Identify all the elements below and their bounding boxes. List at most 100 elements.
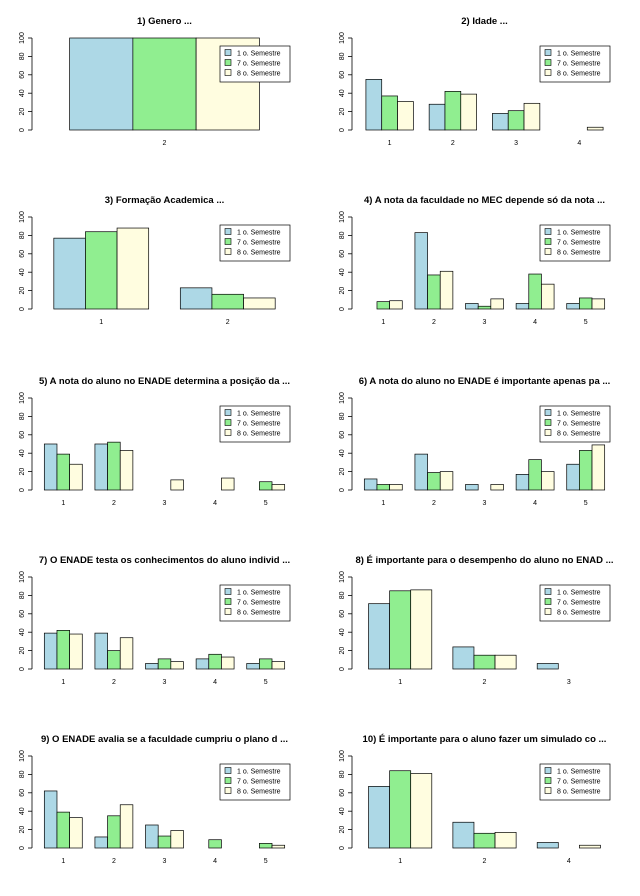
bar-3-series-1 <box>536 663 559 670</box>
bar-1-series-3 <box>410 773 433 849</box>
bar-5-series-2 <box>579 297 593 310</box>
x-tick-label: 5 <box>584 500 588 507</box>
y-tick-label: 60 <box>339 431 346 439</box>
bar-1-series-1 <box>43 790 58 849</box>
x-tick-label: 1 <box>99 319 103 326</box>
x-tick-label: 3 <box>483 500 487 507</box>
x-tick-label: 5 <box>264 500 268 507</box>
legend-label-1: 1 o. Semestre <box>237 590 281 597</box>
bar-5-series-3 <box>591 298 606 310</box>
bar-3-series-1 <box>145 663 159 670</box>
x-tick-label: 2 <box>432 319 436 326</box>
legend-box <box>539 224 611 262</box>
chart-panel-9: 9) O ENADE avalia se a faculdade cumpriu… <box>19 734 291 865</box>
bar-2-series-1 <box>69 37 134 131</box>
x-tick-label: 5 <box>584 319 588 326</box>
legend-swatch-3 <box>224 429 232 436</box>
x-tick-label: 2 <box>112 858 116 865</box>
x-tick-label: 2 <box>112 500 116 507</box>
legend-label-1: 1 o. Semestre <box>237 230 281 237</box>
bar-2-series-3 <box>119 637 134 670</box>
y-tick-label: 100 <box>339 32 346 44</box>
bar-2-series-1 <box>94 443 108 491</box>
y-tick-label: 20 <box>339 287 346 295</box>
y-tick-label: 60 <box>19 250 26 258</box>
bar-4-series-2 <box>208 839 222 849</box>
x-tick-label: 3 <box>163 500 167 507</box>
legend-box <box>539 405 611 443</box>
bar-3-series-3 <box>170 479 184 491</box>
bar-3-series-2 <box>157 835 172 849</box>
legend-label-2: 7 o. Semestre <box>557 600 601 607</box>
legend-box <box>219 763 291 801</box>
bar-5-series-3 <box>591 444 606 491</box>
legend: 1 o. Semestre 7 o. Semestre 8 o. Semestre <box>219 405 291 443</box>
x-tick-label: 5 <box>264 858 268 865</box>
legend-swatch-1 <box>544 49 552 56</box>
bar-2-series-3 <box>119 450 134 491</box>
bar-1-series-2 <box>56 453 70 491</box>
legend-label-2: 7 o. Semestre <box>237 240 281 247</box>
x-tick-label: 5 <box>264 679 268 686</box>
bar-5-series-2 <box>259 481 273 491</box>
chart-panel-3: 3) Formação Academica ... 0 20 40 60 80 100 1 2 1… <box>19 195 291 326</box>
bar-5-series-1 <box>566 463 580 491</box>
y-tick-label: 40 <box>339 449 346 457</box>
x-tick-label: 2 <box>451 140 455 147</box>
y-tick-label: 80 <box>19 412 26 420</box>
y-tick-label: 60 <box>339 71 346 79</box>
legend: 1 o. Semestre 7 o. Semestre 8 o. Semestre <box>219 584 291 622</box>
bar-3-series-1 <box>465 303 479 310</box>
bar-4-series-2 <box>528 273 542 310</box>
bar-1-series-3 <box>389 300 403 310</box>
bar-4-series-1 <box>195 658 210 670</box>
legend-label-2: 7 o. Semestre <box>237 61 281 68</box>
bar-3-series-3 <box>523 102 541 131</box>
y-tick-label: 100 <box>19 211 26 223</box>
bar-2-series-1 <box>428 103 446 131</box>
bar-2-series-1 <box>414 453 428 491</box>
legend-swatch-1 <box>224 228 232 235</box>
y-tick-label: 40 <box>19 628 26 636</box>
y-tick-label: 60 <box>19 610 26 618</box>
chart-panel-8: 8) É importante para o desempenho do alu… <box>339 555 614 686</box>
bar-5-series-2 <box>259 843 273 849</box>
chart-panel-2: 2) Idade ... 0 20 40 60 80 100 1 2 3 4 1 o. Semestr… <box>339 16 611 147</box>
y-tick-label: 80 <box>339 412 346 420</box>
bar-1-series-2 <box>56 811 70 849</box>
legend-swatch-2 <box>544 238 552 245</box>
x-tick-label: 2 <box>432 500 436 507</box>
bar-4-series-1 <box>515 303 530 310</box>
legend-label-1: 1 o. Semestre <box>557 590 601 597</box>
legend: 1 o. Semestre 7 o. Semestre 8 o. Semestre <box>539 405 611 443</box>
bar-1-series-2 <box>389 590 412 670</box>
legend-box <box>219 224 291 262</box>
y-tick-label: 40 <box>19 807 26 815</box>
bar-2-series-2 <box>427 472 441 491</box>
bar-4-series-2 <box>528 459 542 491</box>
y-tick-label: 40 <box>339 628 346 636</box>
bar-3-series-1 <box>145 824 159 849</box>
bar-1-series-3 <box>397 101 414 131</box>
chart-title: 5) A nota do aluno no ENADE determina a … <box>39 376 290 387</box>
bar-4-series-2 <box>208 653 222 670</box>
chart-title: 9) O ENADE avalia se a faculdade cumpriu… <box>41 734 288 745</box>
bar-2-series-1 <box>94 836 108 849</box>
bar-1-series-2 <box>376 301 390 310</box>
chart-title: 6) A nota do aluno no ENADE é importante… <box>359 376 611 387</box>
bar-2-series-3 <box>243 297 276 310</box>
chart-title: 1) Genero ... <box>137 16 192 27</box>
x-tick-label: 4 <box>567 858 571 865</box>
bar-1-series-2 <box>85 231 118 310</box>
bar-5-series-3 <box>271 661 286 670</box>
bar-2-series-2 <box>107 650 121 670</box>
bar-5-series-1 <box>566 303 580 310</box>
legend-swatch-1 <box>544 767 552 774</box>
chart-title: 3) Formação Academica ... <box>105 195 225 206</box>
y-tick-label: 100 <box>19 392 26 404</box>
legend-swatch-2 <box>544 59 552 66</box>
legend-label-1: 1 o. Semestre <box>557 51 601 58</box>
y-tick-label: 0 <box>19 488 26 492</box>
bar-1-series-1 <box>363 478 378 491</box>
bar-3-series-2 <box>477 305 492 310</box>
